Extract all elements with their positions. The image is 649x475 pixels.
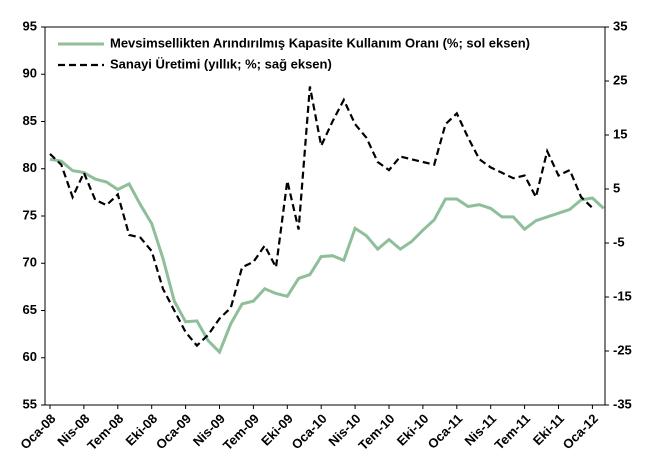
plot-area <box>44 26 606 406</box>
y-tick-label: 80 <box>23 160 37 175</box>
series-line <box>49 86 594 348</box>
y2-tick-label: 15 <box>613 126 627 141</box>
x-tick-label: Oca-09 <box>153 411 194 452</box>
y-tick-label: 90 <box>23 66 37 81</box>
y-tick-label: 60 <box>23 349 37 364</box>
y2-tick-label: 25 <box>613 72 627 87</box>
y2-tick-label: 5 <box>613 180 620 195</box>
y2-tick-label: -35 <box>613 396 632 411</box>
y-tick-label: 95 <box>23 18 37 33</box>
y2-tick-label: 35 <box>613 18 627 33</box>
y2-tick-label: -5 <box>613 234 625 249</box>
y2-tick-label: -15 <box>613 288 632 303</box>
y2-tick-label: -25 <box>613 342 632 357</box>
legend-label: Mevsimsellikten Arındırılmış Kapasite Ku… <box>110 35 530 50</box>
x-tick-label: Oca-11 <box>425 411 466 452</box>
y-tick-label: 85 <box>23 113 37 128</box>
legend-label: Sanayi Üretimi (yıllık; %; sağ eksen) <box>110 56 332 71</box>
y-tick-label: 55 <box>23 396 37 411</box>
y-tick-label: 75 <box>23 207 37 222</box>
x-tick-label: Oca-10 <box>288 411 329 452</box>
x-tick-label: Oca-12 <box>560 411 601 452</box>
x-tick-label: Tem-10 <box>355 411 397 453</box>
series-line <box>49 157 605 355</box>
x-tick-label: Tem-09 <box>220 411 262 453</box>
x-tick-label: Tem-11 <box>492 411 534 453</box>
y-tick-label: 70 <box>23 255 37 270</box>
x-tick-label: Oca-08 <box>17 411 58 452</box>
y-tick-label: 65 <box>23 302 37 317</box>
x-tick-label: Tem-08 <box>84 411 126 453</box>
